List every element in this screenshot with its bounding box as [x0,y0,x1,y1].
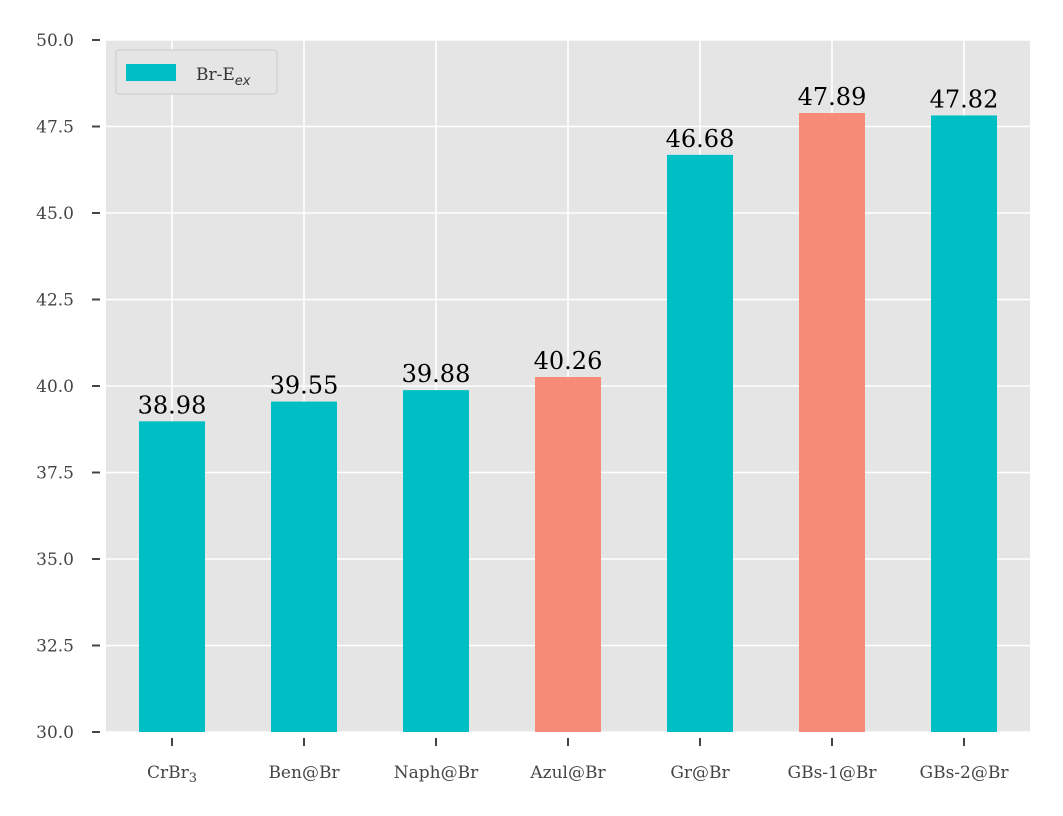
bar [535,377,601,732]
data-label: 39.88 [402,360,471,388]
y-tick-label: 30.0 [36,723,74,743]
x-axis: CrBr3 Ben@Br Naph@Br Azul@Br Gr@Br GBs-1@Br GB… [147,738,1009,786]
y-tick-label: 42.5 [36,291,74,311]
data-labels: 38.98 39.55 39.88 40.26 46.68 47.89 47.82 [138,83,999,419]
x-tick-label: Gr@Br [670,763,730,783]
x-tick-label: Naph@Br [394,763,479,783]
bar [799,113,865,733]
x-tick-label: Ben@Br [268,763,340,783]
y-tick-label: 40.0 [36,377,74,397]
legend-label-sub: ex [235,74,251,89]
legend-swatch [126,64,176,81]
data-label: 39.55 [270,372,339,400]
x-tick-label: CrBr3 [147,763,197,786]
legend: Br-Eex [115,49,278,95]
legend-label-main: Br-E [196,65,235,85]
bar [139,421,205,732]
y-tick-label: 32.5 [36,637,74,657]
bar [667,154,733,732]
y-tick-label: 47.5 [36,118,74,138]
y-tick-label: 37.5 [36,464,74,484]
data-label: 47.89 [798,83,867,111]
x-tick-label: Azul@Br [529,763,606,783]
y-tick-label: 50.0 [36,31,74,51]
data-label: 47.82 [930,85,999,113]
legend-label: Br-Eex [196,65,251,89]
legend-box [115,49,278,95]
bar [403,390,469,732]
x-tick-label: GBs-1@Br [788,763,878,783]
data-label: 38.98 [138,391,207,419]
data-label: 46.68 [666,125,735,153]
y-axis: 30.0 32.5 35.0 37.5 40.0 42.5 45.0 47.5 50.0 [36,31,100,743]
x-tick-label: GBs-2@Br [920,763,1010,783]
y-tick-label: 45.0 [36,204,74,224]
bars [139,113,997,733]
bar [271,401,337,732]
data-label: 40.26 [534,347,603,375]
y-tick-label: 35.0 [36,550,74,570]
bar [931,115,997,733]
